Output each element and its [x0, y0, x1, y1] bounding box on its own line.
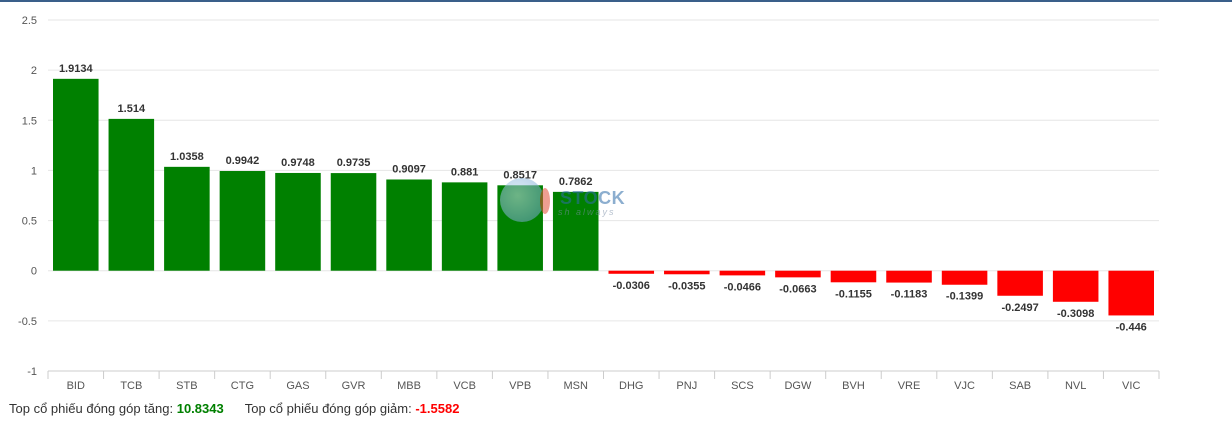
data-label: 0.9097 [392, 163, 426, 175]
data-label: -0.1155 [835, 288, 872, 300]
bar-dgw[interactable] [775, 270, 821, 278]
bar-vic[interactable] [1108, 270, 1155, 316]
x-tick-label: SAB [1009, 380, 1031, 392]
contribution-summary: Top cổ phiếu đóng góp tăng: 10.8343 Top … [9, 401, 459, 416]
loss-value: -1.5582 [415, 401, 460, 416]
x-tick-label: TCB [120, 380, 142, 392]
top-border [0, 0, 1232, 2]
y-tick-label: -0.5 [18, 316, 37, 328]
bar-bid[interactable] [52, 78, 99, 271]
x-tick-label: MBB [397, 380, 421, 392]
bar-nvl[interactable] [1052, 270, 1099, 302]
x-tick-label: MSN [563, 380, 588, 392]
bar-msn[interactable] [552, 191, 599, 271]
y-tick-label: 1.5 [22, 115, 37, 127]
bar-mbb[interactable] [386, 179, 432, 271]
data-label: 0.9748 [281, 157, 315, 169]
x-axis-ticks: BID TCB STB CTG GAS GVR MBB VCB VPB MSN DHG PNJ SCS D… [67, 380, 1141, 392]
data-label: 0.8517 [503, 169, 537, 181]
x-tick-label: VPB [509, 380, 531, 392]
x-tick-label: SCS [731, 380, 754, 392]
grid-layer [47, 19, 1160, 379]
bar-sab[interactable] [997, 270, 1043, 296]
bar-scs[interactable] [719, 270, 766, 276]
loss-label: Top cổ phiếu đóng góp giảm: [244, 401, 412, 416]
x-tick-label: DHG [619, 380, 643, 392]
x-tick-label: CTG [231, 380, 254, 392]
bar-stb[interactable] [164, 166, 210, 271]
y-tick-label: 1 [31, 165, 37, 177]
x-tick-label: BVH [842, 380, 865, 392]
data-label: 1.0358 [170, 151, 204, 163]
x-tick-label: NVL [1065, 380, 1086, 392]
bar-pnj[interactable] [664, 270, 710, 275]
data-label: -0.1399 [946, 291, 983, 303]
y-tick-label: 2.5 [22, 15, 37, 27]
data-label: -0.0663 [779, 283, 816, 295]
data-label: -0.446 [1116, 321, 1147, 333]
bar-vre[interactable] [886, 270, 932, 283]
y-tick-label: 2 [31, 65, 37, 77]
bars [52, 78, 1155, 316]
x-tick-label: VIC [1122, 380, 1140, 392]
bar-gvr[interactable] [330, 173, 377, 271]
x-tick-label: GVR [342, 380, 366, 392]
data-label: -0.1183 [891, 289, 928, 301]
data-label: -0.0306 [613, 280, 650, 292]
x-tick-label: VCB [453, 380, 476, 392]
bar-dhg[interactable] [608, 270, 655, 274]
y-tick-label: -1 [27, 366, 37, 378]
bar-bvh[interactable] [830, 270, 877, 283]
data-label: 1.514 [118, 103, 146, 115]
contribution-bar-chart: 2.5 2 1.5 1 0.5 0 -0.5 -1 1.9134 1.514 1.0358 0.99… [18, 15, 1160, 392]
data-label: 0.7862 [559, 176, 593, 188]
x-tick-label: STB [176, 380, 197, 392]
data-label: -0.0355 [668, 280, 705, 292]
y-tick-label: 0 [31, 266, 37, 278]
data-label: 1.9134 [59, 63, 94, 75]
x-tick-label: VRE [898, 380, 921, 392]
bar-vcb[interactable] [441, 182, 488, 271]
data-label: 0.9735 [337, 157, 371, 169]
y-axis-ticks: 2.5 2 1.5 1 0.5 0 -0.5 -1 [18, 15, 37, 378]
data-label: -0.2497 [1001, 302, 1038, 314]
gain-label: Top cổ phiếu đóng góp tăng: [9, 401, 174, 416]
bar-gas[interactable] [275, 172, 321, 271]
x-tick-label: GAS [286, 380, 309, 392]
x-tick-label: BID [67, 380, 85, 392]
bar-vjc[interactable] [941, 270, 988, 285]
data-label: -0.3098 [1057, 308, 1094, 320]
bar-vpb[interactable] [497, 185, 543, 271]
data-label: -0.0466 [724, 281, 761, 293]
bar-ctg[interactable] [219, 171, 266, 271]
data-label: 0.881 [451, 166, 479, 178]
x-tick-label: VJC [954, 380, 975, 392]
y-tick-label: 0.5 [22, 216, 37, 228]
data-label: 0.9942 [226, 155, 260, 167]
x-tick-label: PNJ [676, 380, 697, 392]
bar-tcb[interactable] [108, 118, 155, 271]
gain-value: 10.8343 [176, 401, 224, 416]
x-tick-label: DGW [784, 380, 812, 392]
